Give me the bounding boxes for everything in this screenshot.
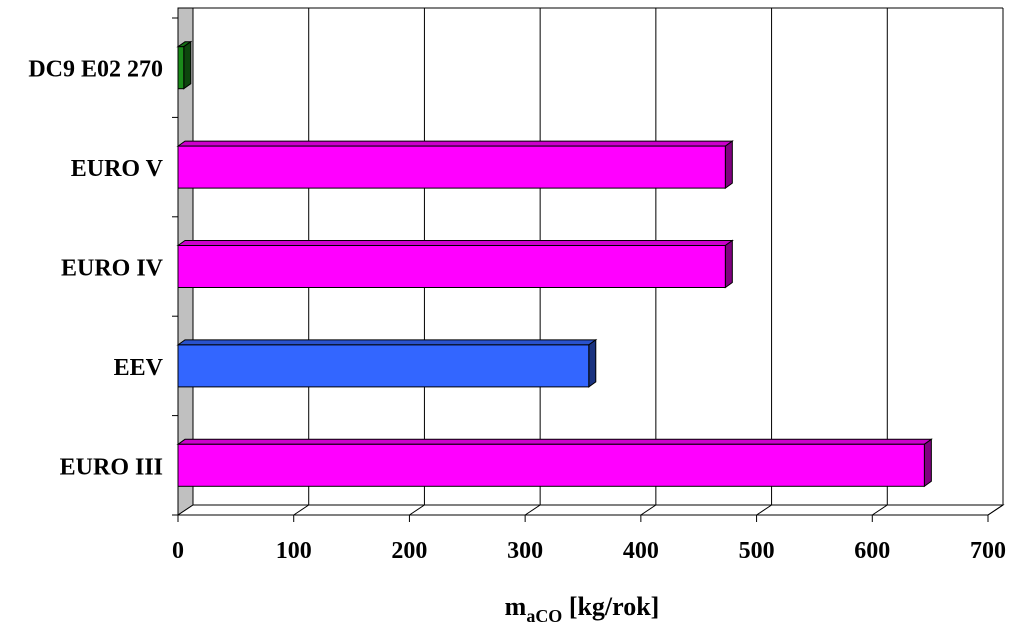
bar bbox=[176, 40, 193, 90]
floor-gridline bbox=[409, 504, 425, 516]
floor-gridline bbox=[756, 504, 772, 516]
bar-top-face bbox=[176, 339, 598, 346]
x-tick-label: 700 bbox=[970, 538, 1006, 564]
value-ticks bbox=[177, 515, 989, 522]
bar-end-face bbox=[183, 40, 192, 90]
bar-front-face bbox=[177, 245, 726, 288]
category-label: EURO IV bbox=[61, 256, 164, 282]
x-tick-label: 400 bbox=[623, 538, 659, 564]
category-label: EURO V bbox=[71, 156, 164, 182]
floor-gridline bbox=[293, 504, 309, 516]
x-axis-title-sub: aCO bbox=[526, 606, 562, 626]
x-tick-label: 600 bbox=[854, 538, 890, 564]
x-tick-label: 500 bbox=[739, 538, 775, 564]
tick-labels: 0 100 200 300 400 500 600 700 bbox=[172, 538, 1006, 564]
bar-front-face bbox=[177, 145, 726, 189]
category-label: EEV bbox=[114, 355, 164, 381]
bar bbox=[176, 438, 933, 488]
floor-gridline bbox=[524, 504, 541, 516]
bars bbox=[176, 40, 933, 488]
floor-gridline bbox=[640, 504, 657, 516]
x-axis-title-main: m bbox=[505, 592, 527, 621]
bar bbox=[176, 239, 734, 289]
floor-gridline bbox=[987, 504, 1004, 516]
category-ticks bbox=[172, 17, 178, 516]
category-label: DC9 E02 270 bbox=[28, 57, 163, 83]
bar-end-face bbox=[724, 140, 733, 190]
bar-front-face bbox=[177, 443, 925, 487]
x-tick-label: 200 bbox=[391, 538, 427, 564]
category-label: EURO III bbox=[60, 454, 163, 480]
x-axis-title-unit: [kg/rok] bbox=[562, 592, 659, 621]
bar-top-face bbox=[176, 240, 734, 246]
bar bbox=[176, 338, 598, 388]
x-tick-label: 300 bbox=[507, 538, 543, 564]
bar-end-face bbox=[588, 338, 597, 388]
floor-gridline bbox=[872, 504, 888, 516]
bar-front-face bbox=[177, 46, 185, 90]
bar-end-face bbox=[724, 239, 733, 289]
bar-top-face bbox=[176, 140, 734, 147]
x-tick-label: 100 bbox=[276, 538, 312, 564]
x-axis-title: maCO [kg/rok] bbox=[505, 592, 660, 626]
x-tick-label: 0 bbox=[172, 538, 184, 564]
bar-top-face bbox=[176, 438, 933, 445]
bar-end-face bbox=[923, 438, 932, 488]
category-labels: EURO III EEV EURO IV EURO V DC9 E02 270 bbox=[28, 57, 163, 481]
bar bbox=[176, 140, 734, 190]
bar-front-face bbox=[177, 344, 590, 388]
